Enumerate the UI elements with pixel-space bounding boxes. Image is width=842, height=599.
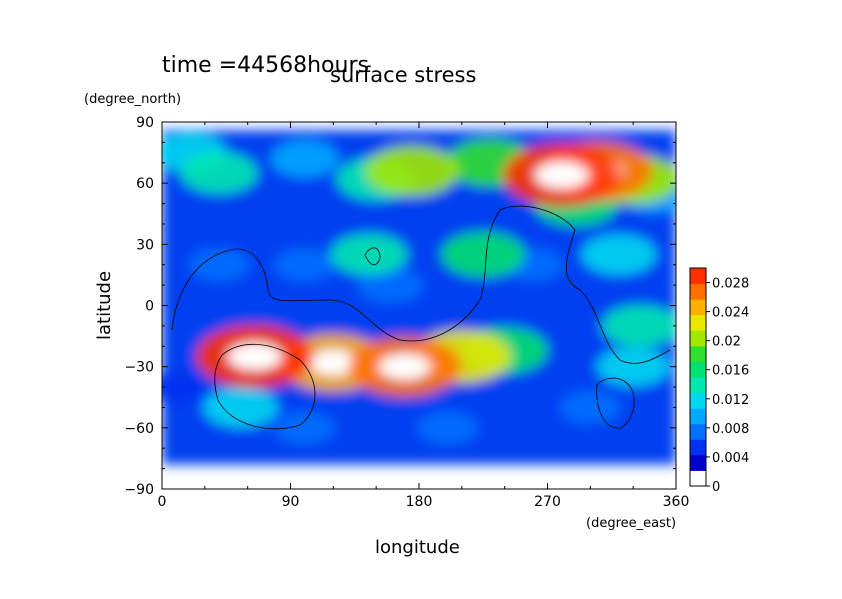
- field-blob: [274, 248, 336, 282]
- field-peak: [534, 161, 589, 189]
- y-tick-label: 0: [145, 299, 154, 315]
- field-blob: [417, 411, 478, 445]
- x-units: (degree_east): [586, 516, 676, 531]
- colorbar-tick-label: 0.028: [712, 277, 749, 292]
- colorbar-tick-label: 0.012: [712, 393, 749, 408]
- field-blob: [162, 371, 206, 403]
- stress-field: [162, 130, 676, 465]
- colorbar-tick-label: 0: [712, 480, 720, 495]
- field-blob: [581, 234, 657, 275]
- y-tick-label: 90: [136, 115, 154, 131]
- axes: 0 90 180 270 360 90 60 30 0 −30 −60 −90: [124, 115, 689, 510]
- colorbar-frame: [689, 267, 707, 487]
- colorbar-segment: [690, 268, 706, 285]
- colorbar-tick-label: 0.004: [712, 451, 749, 466]
- colorbar-segment: [690, 470, 706, 487]
- colorbar-segment: [690, 314, 706, 331]
- field-blob: [274, 411, 336, 445]
- colorbar-segment: [690, 361, 706, 378]
- field-blob: [601, 305, 676, 347]
- colorbar-segment: [690, 377, 706, 394]
- field-blob: [365, 145, 459, 197]
- x-tick-label: 360: [663, 494, 690, 510]
- field-peak: [308, 350, 359, 376]
- colorbar: 0 0.004 0.008 0.012 0.016 0.02 0.024 0.028: [689, 267, 749, 495]
- colorbar-segment: [690, 299, 706, 316]
- y-tick-label: 60: [136, 176, 154, 192]
- field-peak: [227, 342, 282, 370]
- colorbar-segment: [690, 345, 706, 362]
- field-blob: [270, 140, 339, 177]
- x-tick-label: 180: [406, 494, 433, 510]
- field-blob: [188, 248, 250, 282]
- y-tick-label: −30: [124, 360, 154, 376]
- colorbar-tick-label: 0.016: [712, 364, 749, 379]
- x-axis-label: longitude: [375, 537, 460, 558]
- field-blob: [596, 347, 670, 387]
- colorbar-tick-label: 0.008: [712, 422, 749, 437]
- y-tick-label: −60: [124, 421, 154, 437]
- y-units: (degree_north): [84, 92, 181, 107]
- x-tick-label: 0: [158, 494, 167, 510]
- field-blob: [357, 267, 424, 303]
- field-peak: [378, 353, 431, 380]
- colorbar-segment: [690, 408, 706, 425]
- y-tick-label: −90: [124, 482, 154, 498]
- y-tick-label: 30: [136, 237, 154, 253]
- colorbar-segment: [690, 392, 706, 409]
- colorbar-segment: [690, 283, 706, 300]
- colorbar-segment: [690, 454, 706, 471]
- field-blob: [441, 231, 526, 278]
- chart-title: surface stress: [330, 63, 476, 87]
- x-tick-label: 270: [534, 494, 561, 510]
- colorbar-segment: [690, 439, 706, 456]
- chart-subtitle: time =44568hours: [162, 53, 369, 78]
- field-blob: [559, 391, 621, 424]
- field-blob: [180, 152, 258, 194]
- x-tick-label: 90: [282, 494, 300, 510]
- field-blob: [330, 233, 408, 276]
- y-axis-label: latitude: [94, 271, 115, 340]
- field-blob: [203, 387, 278, 428]
- colorbar-tick-label: 0.02: [712, 335, 741, 350]
- colorbar-segment: [690, 330, 706, 347]
- coastlines: [171, 205, 671, 430]
- colorbar-tick-label: 0.024: [712, 306, 749, 321]
- colorbar-segment: [690, 423, 706, 440]
